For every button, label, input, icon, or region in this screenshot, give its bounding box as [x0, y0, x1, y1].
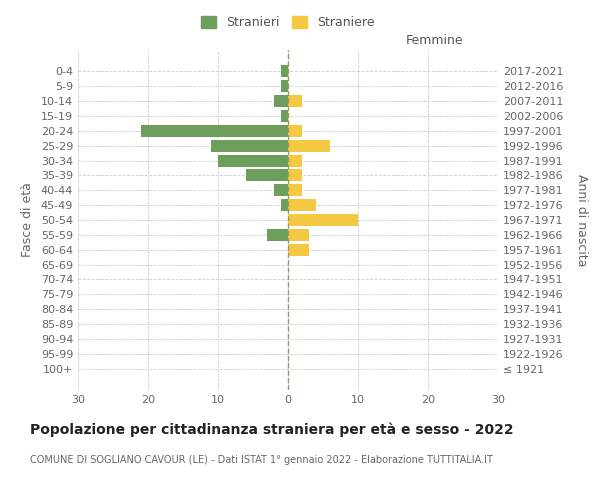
Bar [288, 214, 358, 226]
Bar [288, 140, 330, 151]
Bar [288, 170, 302, 181]
Y-axis label: Anni di nascita: Anni di nascita [575, 174, 587, 266]
Bar [274, 95, 288, 107]
Bar [288, 229, 309, 241]
Bar [218, 154, 288, 166]
Bar [281, 80, 288, 92]
Bar [246, 170, 288, 181]
Bar [288, 95, 302, 107]
Bar [274, 184, 288, 196]
Text: COMUNE DI SOGLIANO CAVOUR (LE) - Dati ISTAT 1° gennaio 2022 - Elaborazione TUTTI: COMUNE DI SOGLIANO CAVOUR (LE) - Dati IS… [30, 455, 493, 465]
Bar [288, 154, 302, 166]
Bar [288, 199, 316, 211]
Bar [288, 244, 309, 256]
Bar [281, 110, 288, 122]
Legend: Stranieri, Straniere: Stranieri, Straniere [196, 11, 380, 34]
Bar [141, 125, 288, 137]
Bar [281, 66, 288, 78]
Y-axis label: Fasce di età: Fasce di età [21, 182, 34, 258]
Bar [267, 229, 288, 241]
Bar [288, 184, 302, 196]
Text: Femmine: Femmine [406, 34, 464, 46]
Bar [288, 125, 302, 137]
Bar [211, 140, 288, 151]
Text: Popolazione per cittadinanza straniera per età e sesso - 2022: Popolazione per cittadinanza straniera p… [30, 422, 514, 437]
Bar [281, 199, 288, 211]
